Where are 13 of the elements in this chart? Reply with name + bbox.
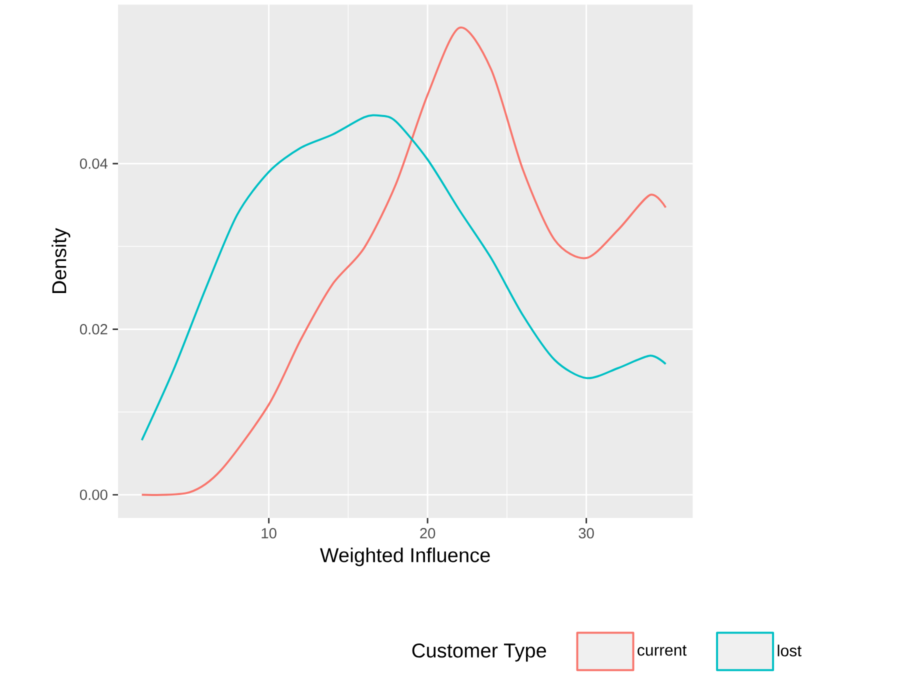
- x-tick-label: 10: [262, 528, 276, 538]
- legend-title: Customer Type: [412, 643, 546, 662]
- x-axis-title: Weighted Influence: [320, 548, 490, 566]
- line-series: [140, 114, 667, 442]
- y-tick-label: 0.04: [80, 158, 108, 169]
- x-tick-label: 30: [578, 528, 594, 538]
- y-tick-label: 0.00: [80, 490, 108, 500]
- y-tick-label: 0.02: [80, 324, 108, 334]
- legend-label: lost: [778, 644, 802, 656]
- line-series: [140, 26, 667, 496]
- y-axis-title: Density: [52, 228, 70, 294]
- legend-label: current: [638, 645, 687, 656]
- x-tick-label: 20: [420, 528, 436, 538]
